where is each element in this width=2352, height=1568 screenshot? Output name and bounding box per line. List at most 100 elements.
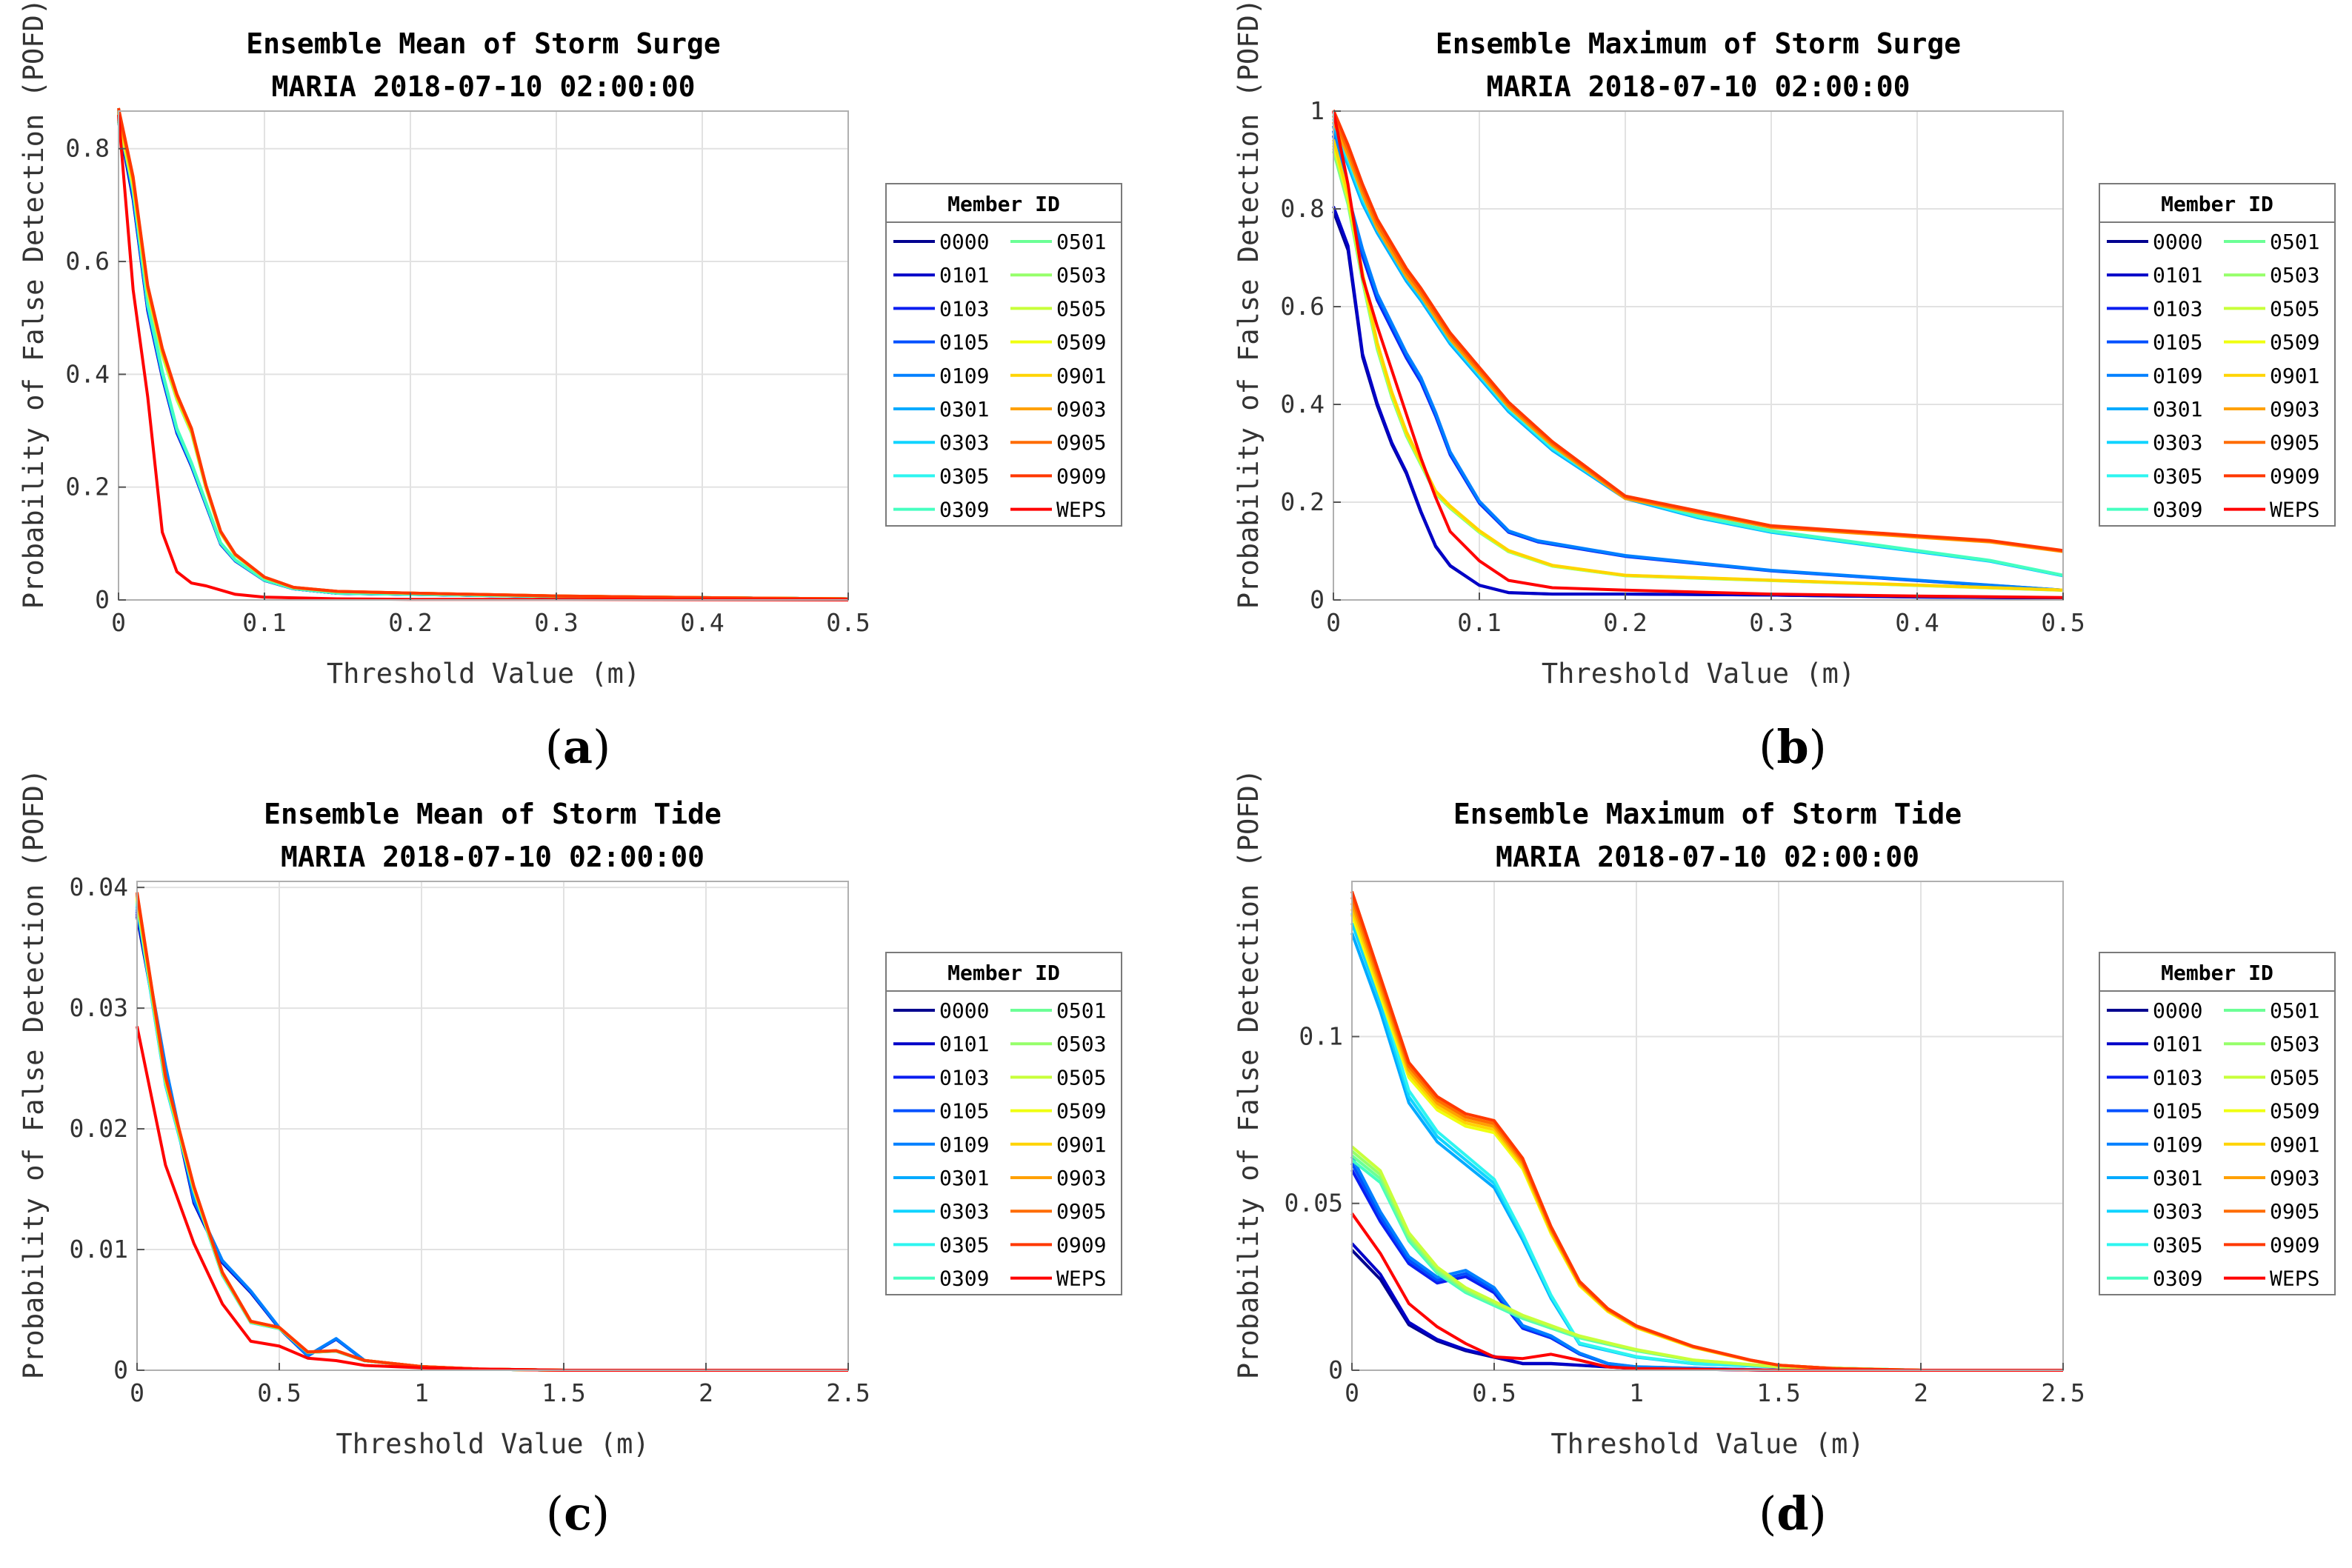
chart-panel-a: 0 0.1 0.2 0.3 0.4 0.5 0 0.2 0.4 0.6 0.8 Ensemble Me… [18, 0, 1122, 774]
x-tick-label: 0 [130, 1378, 144, 1407]
legend-label-0103: 0103 [2153, 1065, 2202, 1090]
legend-label-0109: 0109 [939, 1132, 989, 1157]
plot-area [119, 111, 848, 600]
chart-panel-c: 0 0.5 1 1.5 2 2.5 0 0.01 0.02 0.03 0.04 Ensemble Me… [18, 769, 1122, 1541]
y-axis-label: Probability of False Detection (POFD) [1233, 769, 1265, 1379]
legend-label-0109: 0109 [2153, 1132, 2202, 1157]
y-tick-label: 0.8 [65, 134, 110, 163]
legend-label-0109: 0109 [2153, 364, 2202, 388]
legend-label-0101: 0101 [939, 1032, 989, 1056]
legend-label-0109: 0109 [939, 364, 989, 388]
chart-panel-d: 0 0.5 1 1.5 2 2.5 0 0.05 0.1 Ensemble Maximum of … [1233, 769, 2336, 1541]
axes-box [1333, 110, 2064, 601]
legend-label-0303: 0303 [2153, 1199, 2202, 1224]
chart-title: Ensemble Mean of Storm Tide [264, 798, 722, 830]
y-tick-label: 0 [1310, 585, 1325, 614]
legend-label-0505: 0505 [2270, 296, 2319, 321]
legend-label-0901: 0901 [2270, 364, 2319, 388]
legend-title: Member ID [2161, 961, 2273, 985]
y-axis-label: Probability of False Detection (POFD) [1233, 0, 1265, 609]
x-tick-label: 0.5 [2041, 608, 2085, 637]
y-tick-label: 0.02 [70, 1114, 128, 1143]
legend-label-0901: 0901 [1056, 1132, 1106, 1157]
legend-label-0103: 0103 [939, 1065, 989, 1090]
legend-label-0000: 0000 [2153, 998, 2202, 1023]
legend-label-0303: 0303 [939, 1199, 989, 1224]
x-tick-label: 1 [1629, 1378, 1644, 1407]
x-axis-label: Threshold Value (m) [1550, 1428, 1864, 1460]
legend-label-0303: 0303 [2153, 430, 2202, 455]
chart-panel-b: 0 0.1 0.2 0.3 0.4 0.5 0 0.2 0.4 0.6 0.8 1 Ensemble M… [1233, 0, 2336, 774]
chart-subtitle: MARIA 2018-07-10 02:00:00 [1487, 70, 1910, 103]
legend-label-0901: 0901 [2270, 1132, 2319, 1157]
y-tick-label: 0 [95, 585, 110, 614]
plot-area [1352, 881, 2063, 1370]
x-axis-label: Threshold Value (m) [1542, 658, 1855, 690]
legend-label-0503: 0503 [1056, 263, 1106, 287]
plot-area [1333, 111, 2063, 600]
x-tick-label: 2 [1913, 1378, 1928, 1407]
y-tick-label: 0.01 [70, 1235, 128, 1264]
legend-label-0909: 0909 [2270, 464, 2319, 488]
series-line-WEPS [1332, 110, 2064, 599]
y-tick-label: 0.8 [1280, 194, 1325, 223]
legend-label-0903: 0903 [2270, 1166, 2319, 1190]
legend-label-WEPS: WEPS [1056, 498, 1106, 522]
legend-label-0909: 0909 [1056, 1232, 1106, 1257]
legend-label-0503: 0503 [2270, 1032, 2319, 1056]
legend-label-0105: 0105 [939, 330, 989, 355]
legend-label-0905: 0905 [1056, 1199, 1106, 1224]
legend-label-0501: 0501 [1056, 998, 1106, 1023]
y-tick-label: 0.2 [1280, 487, 1325, 516]
legend-label-0301: 0301 [2153, 1166, 2202, 1190]
panel-label-c: (c) [546, 1487, 610, 1541]
legend-label-WEPS: WEPS [1056, 1267, 1106, 1291]
legend-label-0903: 0903 [1056, 1166, 1106, 1190]
legend-label-0305: 0305 [2153, 464, 2202, 488]
y-tick-label: 0.2 [65, 473, 110, 501]
legend-label-0905: 0905 [2270, 1199, 2319, 1224]
y-tick-label: 0.4 [65, 359, 110, 388]
legend-label-0101: 0101 [2153, 1032, 2202, 1056]
legend-label-0301: 0301 [2153, 397, 2202, 421]
y-tick-label: 0.1 [1299, 1021, 1343, 1050]
legend-label-0501: 0501 [1056, 230, 1106, 254]
y-tick-label: 0.6 [65, 247, 110, 276]
legend-label-0309: 0309 [939, 498, 989, 522]
legend-label-0909: 0909 [2270, 1232, 2319, 1257]
legend-label-0103: 0103 [939, 296, 989, 321]
axes-box [1351, 881, 2064, 1371]
legend-label-0501: 0501 [2270, 998, 2319, 1023]
panel-label-d: (d) [1759, 1487, 1827, 1541]
chart-title: Ensemble Maximum of Storm Surge [1436, 27, 1961, 60]
legend-title: Member ID [947, 961, 1060, 985]
series-line-0505 [1350, 1145, 2063, 1372]
axes-box [136, 881, 849, 1371]
legend-label-WEPS: WEPS [2270, 498, 2319, 522]
x-tick-label: 1.5 [1756, 1378, 1801, 1407]
x-tick-label: 0.1 [1457, 608, 1502, 637]
y-tick-label: 1 [1310, 96, 1325, 125]
legend-label-0000: 0000 [2153, 230, 2202, 254]
legend-label-0505: 0505 [1056, 1065, 1106, 1090]
chart-title: Ensemble Mean of Storm Surge [246, 27, 721, 60]
y-tick-label: 0.6 [1280, 292, 1325, 321]
legend-label-0903: 0903 [2270, 397, 2319, 421]
legend-label-0301: 0301 [939, 1166, 989, 1190]
legend-label-0309: 0309 [2153, 498, 2202, 522]
legend-label-0101: 0101 [2153, 263, 2202, 287]
y-tick-label: 0.4 [1280, 390, 1325, 418]
legend-label-0903: 0903 [1056, 397, 1106, 421]
legend: Member ID 0000 0101 0103 0105 0109 0301 0303 030… [2099, 183, 2336, 527]
y-tick-label: 0.05 [1285, 1189, 1343, 1218]
legend-label-0301: 0301 [939, 397, 989, 421]
legend-label-0901: 0901 [1056, 364, 1106, 388]
y-tick-label: 0 [113, 1355, 128, 1384]
x-tick-label: 2.5 [2041, 1378, 2085, 1407]
chart-subtitle: MARIA 2018-07-10 02:00:00 [1496, 841, 1919, 873]
series-line-0909 [117, 107, 849, 601]
chart-title: Ensemble Maximum of Storm Tide [1453, 798, 1962, 830]
legend-label-0909: 0909 [1056, 464, 1106, 488]
x-tick-label: 0.1 [242, 608, 287, 637]
